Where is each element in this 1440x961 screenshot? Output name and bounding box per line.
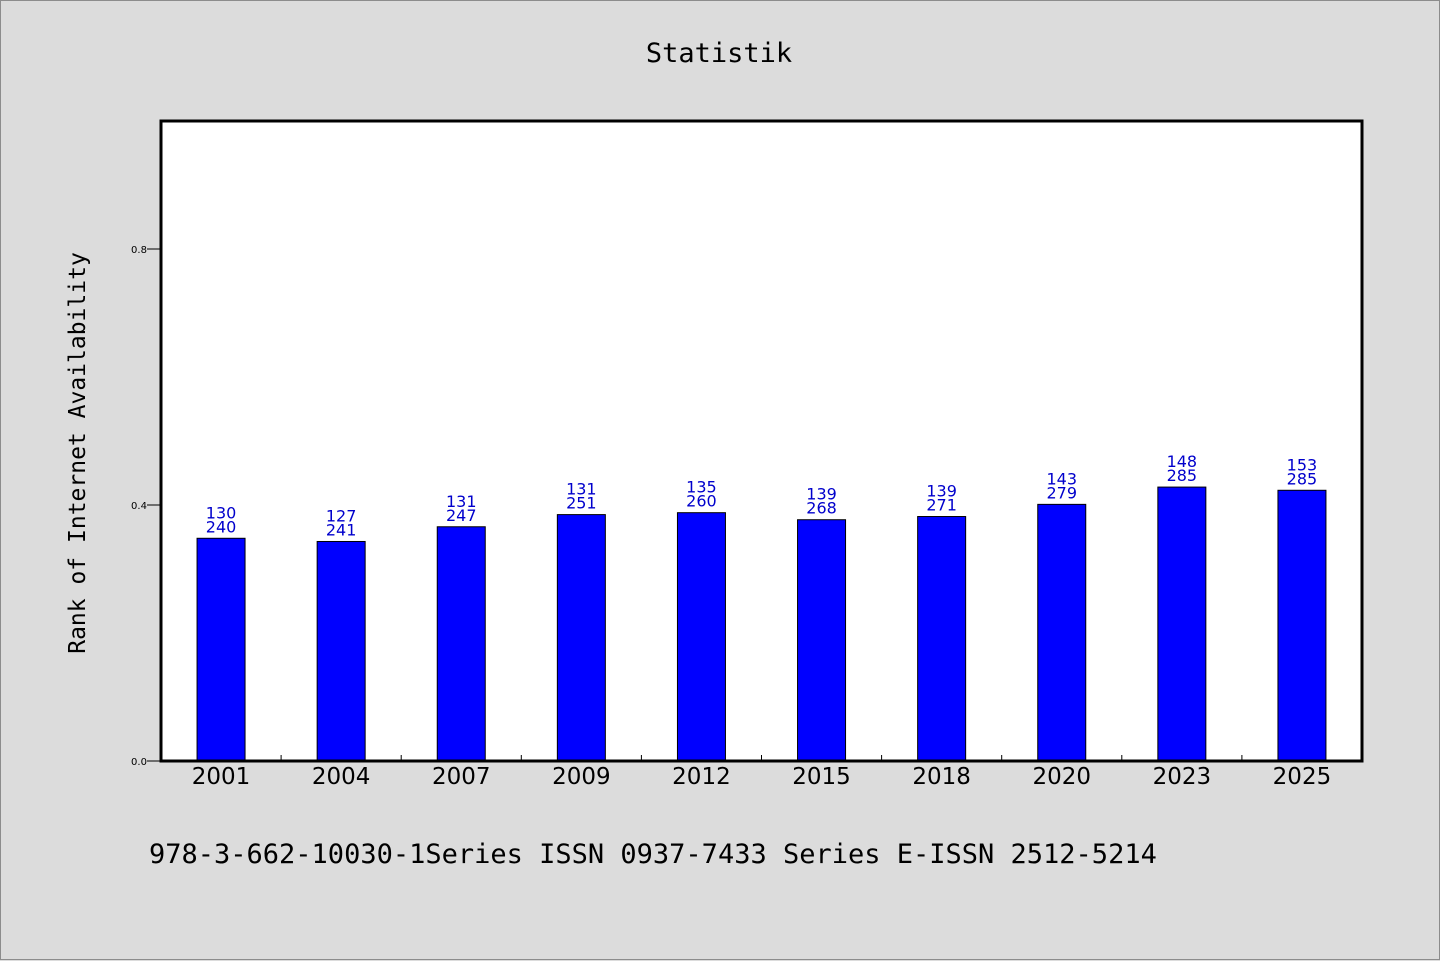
data-label-top-2001: 130 (206, 503, 237, 522)
data-label-top-2023: 148 (1167, 452, 1198, 471)
y-tick-label: 0.4 (131, 501, 147, 512)
data-label-bottom-2012: 260 (686, 492, 717, 511)
bar-2023 (1157, 486, 1207, 762)
x-tick-label-2012: 2012 (672, 764, 731, 790)
data-label-bottom-2009: 251 (566, 494, 597, 513)
y-axis-label: Rank of Internet Availability (65, 252, 91, 654)
bar-2018 (917, 516, 967, 762)
bars (196, 486, 1327, 762)
y-axis-ticks: 0.0 0.4 0.8 (131, 245, 161, 768)
x-tick-label-2015: 2015 (792, 764, 851, 790)
bar-2009 (556, 514, 606, 762)
x-tick-label-2020: 2020 (1032, 764, 1091, 790)
data-label-top-2025: 153 (1287, 455, 1318, 474)
x-tick-label-2007: 2007 (432, 764, 491, 790)
bar-2007 (436, 526, 486, 762)
data-label-top-2018: 139 (926, 482, 957, 501)
x-tick-label-2001: 2001 (192, 764, 251, 790)
data-label-bottom-2020: 279 (1046, 483, 1077, 502)
data-label-top-2009: 131 (566, 480, 597, 499)
data-label-top-2004: 127 (326, 506, 357, 525)
chart-title: Statistik (646, 38, 792, 69)
bar-2020 (1037, 503, 1087, 762)
data-label-top-2015: 139 (806, 485, 837, 504)
x-axis-ticks: 2001 2004 2007 2009 2012 2015 2018 2020 2023 2025 (192, 755, 1331, 790)
y-tick-label: 0.8 (131, 245, 147, 256)
bar-2004 (316, 540, 366, 762)
data-label-bottom-2001: 240 (206, 517, 237, 536)
footer-isbn-issn: 978-3-662-10030-1Series ISSN 0937-7433 S… (149, 839, 1157, 870)
data-label-bottom-2004: 241 (326, 520, 357, 539)
x-tick-label-2018: 2018 (912, 764, 971, 790)
data-label-top-2007: 131 (446, 492, 477, 511)
plot-border (159, 119, 1364, 763)
x-tick-label-2023: 2023 (1153, 764, 1212, 790)
y-tick-label: 0.0 (131, 757, 147, 768)
data-label-bottom-2015: 268 (806, 499, 837, 518)
bar-2012 (676, 512, 726, 762)
data-label-top-2020: 143 (1046, 469, 1077, 488)
data-label-bottom-2025: 285 (1287, 469, 1318, 488)
data-label-bottom-2023: 285 (1167, 466, 1198, 485)
x-tick-label-2009: 2009 (552, 764, 611, 790)
x-tick-label-2025: 2025 (1273, 764, 1332, 790)
bar-2001 (196, 537, 246, 762)
data-label-bottom-2007: 247 (446, 506, 477, 525)
bar-2025 (1277, 489, 1327, 762)
x-tick-label-2004: 2004 (312, 764, 371, 790)
data-label-bottom-2018: 271 (926, 496, 957, 515)
bar-2015 (797, 519, 847, 762)
data-label-top-2012: 135 (686, 478, 717, 497)
